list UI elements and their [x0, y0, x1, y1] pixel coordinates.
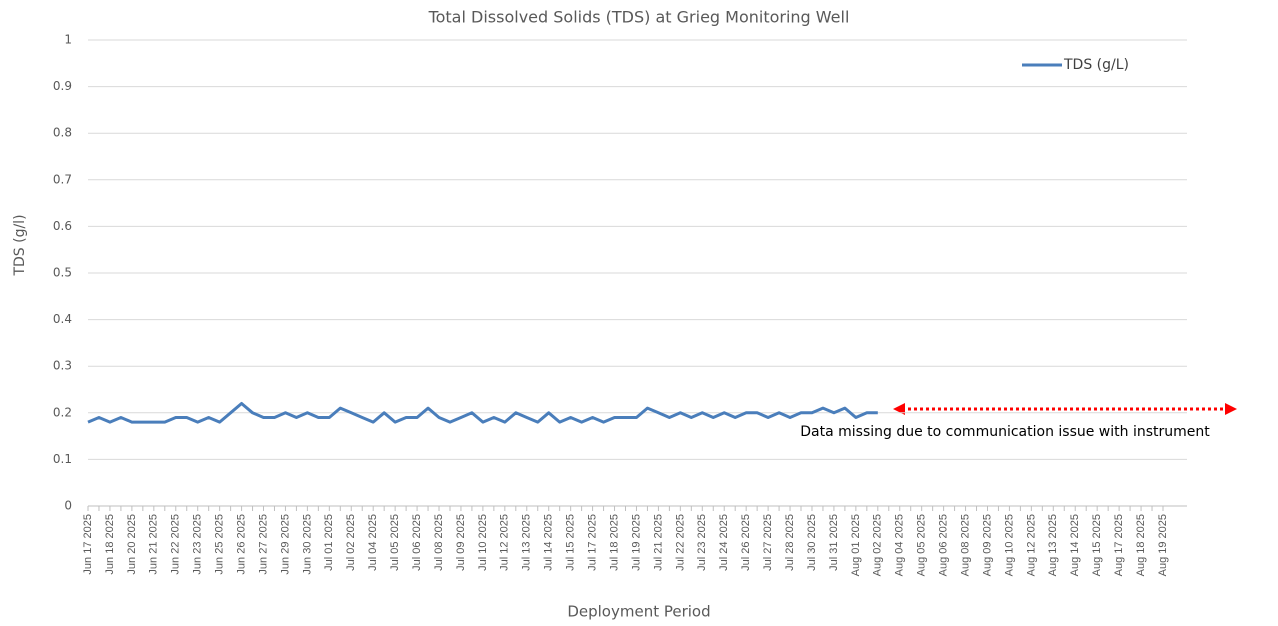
x-tick-label: Jun 25 2025 [214, 514, 226, 575]
x-tick-label: Aug 08 2025 [959, 514, 971, 576]
x-tick-label: Jul 27 2025 [762, 514, 774, 571]
x-tick-label: Jun 29 2025 [279, 514, 291, 575]
x-tick-label: Jul 26 2025 [740, 514, 752, 571]
x-tick-label: Aug 17 2025 [1113, 514, 1125, 576]
x-tick-label: Jul 04 2025 [367, 514, 379, 571]
x-tick-label: Jul 01 2025 [323, 514, 335, 571]
x-tick-label: Aug 09 2025 [981, 514, 993, 576]
x-tick-label: Aug 05 2025 [916, 514, 928, 576]
y-tick-label: 0 [64, 499, 72, 513]
x-tick-label: Aug 13 2025 [1047, 514, 1059, 576]
y-tick-label: 0.3 [53, 359, 72, 373]
x-tick-label: Jun 23 2025 [192, 514, 204, 575]
y-tick-label: 0.8 [53, 126, 72, 140]
x-tick-label: Jul 13 2025 [521, 514, 533, 571]
x-tick-label: Jul 28 2025 [784, 514, 796, 571]
y-axis-title: TDS (g/l) [12, 214, 28, 276]
x-tick-label: Jul 17 2025 [586, 514, 598, 571]
x-tick-label: Jul 06 2025 [411, 514, 423, 571]
x-tick-label: Aug 04 2025 [894, 514, 906, 576]
x-tick-label: Jul 14 2025 [543, 514, 555, 571]
x-tick-label: Jun 17 2025 [82, 514, 94, 575]
x-tick-label: Aug 12 2025 [1025, 514, 1037, 576]
x-tick-label: Aug 14 2025 [1069, 514, 1081, 576]
x-tick-label: Jun 20 2025 [126, 514, 138, 575]
y-tick-label: 0.1 [53, 452, 72, 466]
x-tick-label: Jul 24 2025 [718, 514, 730, 571]
x-tick-label: Aug 10 2025 [1003, 514, 1015, 576]
x-tick-label: Jul 21 2025 [652, 514, 664, 571]
x-tick-label: Jun 26 2025 [235, 514, 247, 575]
x-tick-label: Jul 23 2025 [696, 514, 708, 571]
chart-title: Total Dissolved Solids (TDS) at Grieg Mo… [428, 8, 850, 27]
x-tick-label: Jun 30 2025 [301, 514, 313, 575]
x-tick-label: Jul 09 2025 [455, 514, 467, 571]
x-tick-label: Jul 31 2025 [828, 514, 840, 571]
x-tick-label: Jul 30 2025 [806, 514, 818, 571]
y-tick-label: 0.5 [53, 266, 72, 280]
y-tick-label: 0.2 [53, 405, 72, 419]
x-tick-label: Jul 18 2025 [608, 514, 620, 571]
x-tick-label: Jul 15 2025 [565, 514, 577, 571]
x-tick-label: Jul 12 2025 [499, 514, 511, 571]
legend-label: TDS (g/L) [1063, 57, 1129, 73]
x-tick-label: Jun 27 2025 [257, 514, 269, 575]
x-tick-label: Jul 02 2025 [345, 514, 357, 571]
x-tick-label: Aug 06 2025 [938, 514, 950, 576]
y-tick-label: 0.6 [53, 219, 72, 233]
data-line [87, 401, 878, 424]
y-tick-label: 0.9 [53, 79, 72, 93]
x-tick-label: Aug 01 2025 [850, 514, 862, 576]
missing-data-arrow [893, 403, 1237, 415]
x-tick-label: Jul 10 2025 [477, 514, 489, 571]
x-tick-label: Jun 21 2025 [148, 514, 160, 575]
annotation: Data missing due to communication issue … [800, 424, 1210, 440]
x-tick-label: Aug 19 2025 [1157, 514, 1169, 576]
y-tick-label: 0.4 [53, 312, 72, 326]
x-axis-title: Deployment Period [567, 603, 710, 621]
x-tick-label: Aug 18 2025 [1135, 514, 1147, 576]
y-tick-label: 0.7 [53, 172, 72, 186]
x-tick-label: Jul 19 2025 [630, 514, 642, 571]
x-tick-label: Jun 22 2025 [170, 514, 182, 575]
y-tick-label: 1 [64, 33, 72, 47]
x-tick-label: Jul 05 2025 [389, 514, 401, 571]
x-tick-label: Aug 02 2025 [872, 514, 884, 576]
x-tick-label: Jun 18 2025 [104, 514, 116, 575]
x-tick-label: Aug 15 2025 [1091, 514, 1103, 576]
x-tick-label: Jul 22 2025 [674, 514, 686, 571]
x-tick-label: Jul 08 2025 [433, 514, 445, 571]
